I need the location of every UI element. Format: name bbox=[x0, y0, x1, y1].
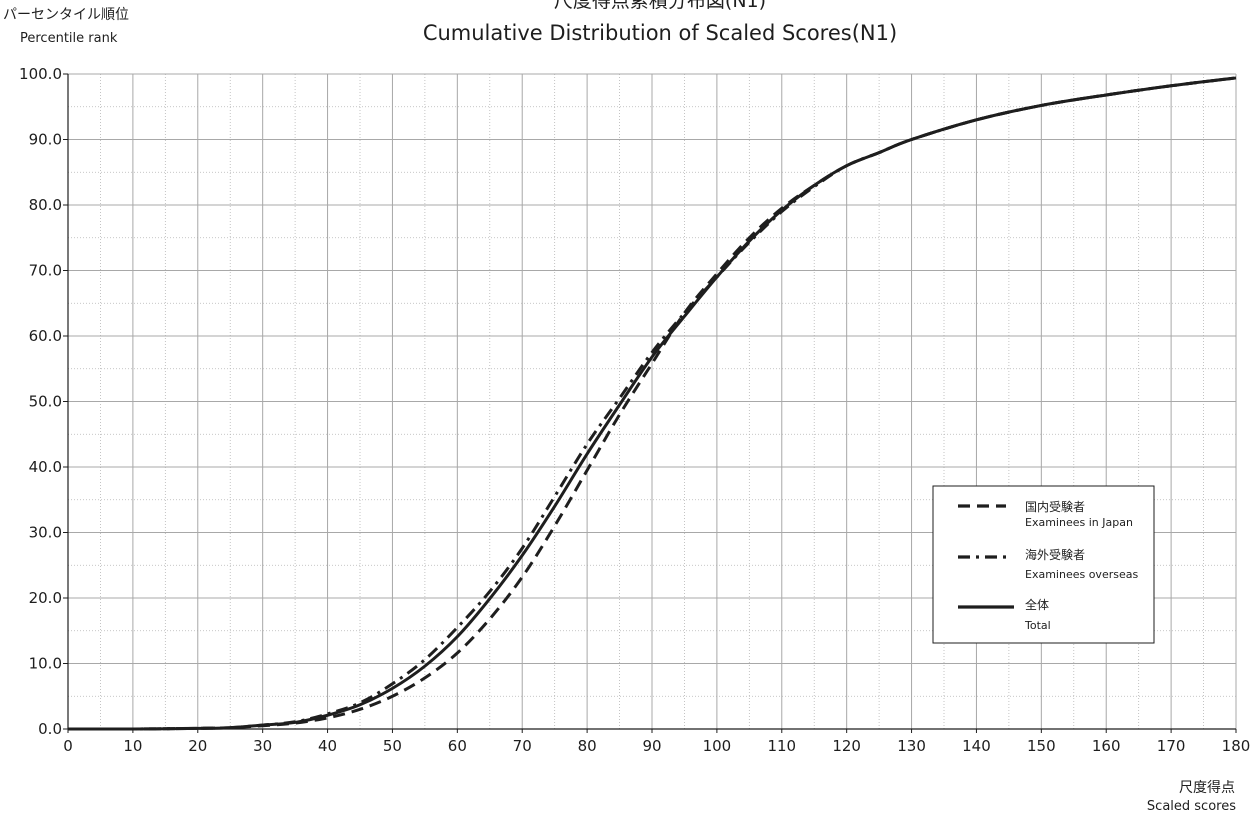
series-layer bbox=[67, 76, 1237, 731]
x-tick-label: 80 bbox=[578, 737, 597, 755]
y-tick-label: 40.0 bbox=[29, 458, 62, 476]
x-axis-label: Scaled scores bbox=[1147, 799, 1236, 814]
x-axis-ticks: 0 10 20 30 40 50 60 70 80 90 100 110 120 130 140 150 160… bbox=[63, 729, 1250, 755]
legend-label-overseas: Examinees overseas bbox=[1025, 568, 1138, 581]
x-tick-label: 100 bbox=[703, 737, 732, 755]
x-axis-label-jp: 尺度得点 bbox=[1179, 779, 1235, 796]
x-tick-label: 160 bbox=[1092, 737, 1121, 755]
x-tick-label: 120 bbox=[832, 737, 861, 755]
y-tick-label: 50.0 bbox=[29, 393, 62, 411]
chart-title: Cumulative Distribution of Scaled Scores… bbox=[423, 21, 897, 45]
y-tick-label: 80.0 bbox=[29, 196, 62, 214]
y-tick-label: 60.0 bbox=[29, 327, 62, 345]
legend-label-total-jp: 全体 bbox=[1025, 597, 1049, 612]
x-tick-label: 110 bbox=[767, 737, 796, 755]
y-axis-label-jp: パーセンタイル順位 bbox=[3, 7, 129, 23]
x-tick-label: 150 bbox=[1027, 737, 1056, 755]
y-tick-label: 0.0 bbox=[38, 720, 62, 738]
y-tick-label: 70.0 bbox=[29, 262, 62, 280]
legend-label-japan-jp: 国内受験者 bbox=[1025, 499, 1085, 514]
y-axis-label: Percentile rank bbox=[20, 31, 118, 46]
y-tick-label: 10.0 bbox=[29, 655, 62, 673]
legend-label-overseas-jp: 海外受験者 bbox=[1025, 547, 1085, 562]
y-tick-label: 30.0 bbox=[29, 524, 62, 542]
x-tick-label: 0 bbox=[63, 737, 73, 755]
x-tick-label: 10 bbox=[123, 737, 142, 755]
x-tick-label: 50 bbox=[383, 737, 402, 755]
chart-title-jp: 尺度得点累積分布図(N1) bbox=[554, 0, 766, 12]
x-tick-label: 90 bbox=[642, 737, 661, 755]
legend-label-japan: Examinees in Japan bbox=[1025, 516, 1133, 529]
legend-box bbox=[932, 485, 1155, 644]
legend-label-total: Total bbox=[1024, 619, 1051, 632]
x-tick-label: 20 bbox=[188, 737, 207, 755]
series-line-japan bbox=[67, 76, 1237, 731]
x-tick-label: 170 bbox=[1157, 737, 1186, 755]
x-tick-label: 130 bbox=[897, 737, 926, 755]
y-axis-ticks: 0.0 10.0 20.0 30.0 40.0 50.0 60.0 70.0 80.0 90.0 1… bbox=[19, 65, 68, 738]
x-tick-label: 70 bbox=[513, 737, 532, 755]
x-tick-label: 40 bbox=[318, 737, 337, 755]
series-line-total bbox=[67, 76, 1237, 731]
legend: 国内受験者 Examinees in Japan 海外受験者 Examinees… bbox=[932, 485, 1155, 644]
x-tick-label: 30 bbox=[253, 737, 272, 755]
x-tick-label: 140 bbox=[962, 737, 991, 755]
y-tick-label: 90.0 bbox=[29, 131, 62, 149]
x-tick-label: 60 bbox=[448, 737, 467, 755]
x-tick-label: 180 bbox=[1222, 737, 1251, 755]
y-tick-label: 20.0 bbox=[29, 589, 62, 607]
y-tick-label: 100.0 bbox=[19, 65, 62, 83]
